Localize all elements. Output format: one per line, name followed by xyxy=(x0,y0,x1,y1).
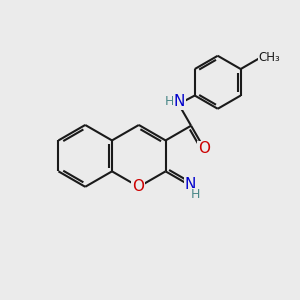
Text: O: O xyxy=(132,179,144,194)
Text: N: N xyxy=(173,94,185,109)
Text: H: H xyxy=(164,95,174,108)
Text: CH₃: CH₃ xyxy=(258,52,280,64)
Text: O: O xyxy=(198,141,210,156)
Text: H: H xyxy=(190,188,200,201)
Text: N: N xyxy=(184,177,196,192)
